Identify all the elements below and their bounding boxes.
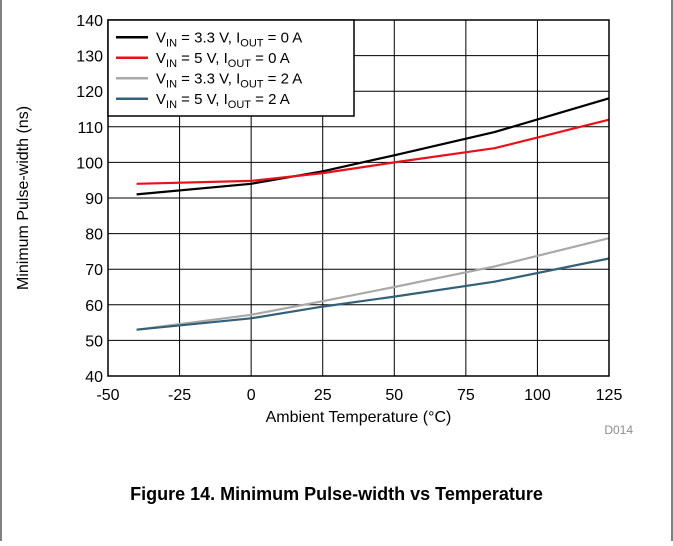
x-tick-label: -25 — [168, 387, 191, 404]
series-line-4 — [136, 257, 610, 331]
y-tick-label: 70 — [85, 262, 103, 279]
x-tick-label: 100 — [524, 387, 551, 404]
y-axis-label: Minimum Pulse-width (ns) — [15, 106, 32, 290]
x-tick-label: 75 — [457, 387, 475, 404]
y-tick-label: 130 — [76, 49, 103, 66]
figure-caption: Figure 14. Minimum Pulse-width vs Temper… — [130, 484, 543, 504]
figure-ref-id: D014 — [604, 423, 633, 437]
y-tick-label: 60 — [85, 298, 103, 315]
y-tick-label: 50 — [85, 333, 103, 350]
x-tick-label: -50 — [96, 387, 119, 404]
y-tick-label: 110 — [77, 120, 103, 137]
legend-label: VIN = 5 V, IOUT = 2 A — [156, 91, 290, 111]
legend-label: VIN = 3.3 V, IOUT = 2 A — [156, 70, 302, 90]
y-tick-label: 80 — [85, 227, 103, 244]
y-tick-label: 90 — [85, 191, 103, 208]
x-tick-label: 0 — [247, 387, 256, 404]
y-tick-label: 40 — [85, 369, 103, 386]
plot-area-border — [107, 19, 610, 377]
legend-box — [107, 19, 355, 117]
legend-label: VIN = 5 V, IOUT = 0 A — [156, 50, 290, 70]
series-line-3 — [136, 237, 610, 331]
y-tick-label: 100 — [76, 155, 103, 172]
y-tick-label: 120 — [76, 84, 103, 101]
x-tick-label: 125 — [596, 387, 623, 404]
x-tick-label: 50 — [385, 387, 403, 404]
x-tick-label: 25 — [314, 387, 332, 404]
y-tick-label: 140 — [76, 13, 103, 30]
legend-label: VIN = 3.3 V, IOUT = 0 A — [156, 29, 302, 49]
x-axis-label: Ambient Temperature (°C) — [266, 409, 452, 426]
series-line-2 — [136, 118, 610, 185]
series-line-1 — [136, 97, 610, 196]
